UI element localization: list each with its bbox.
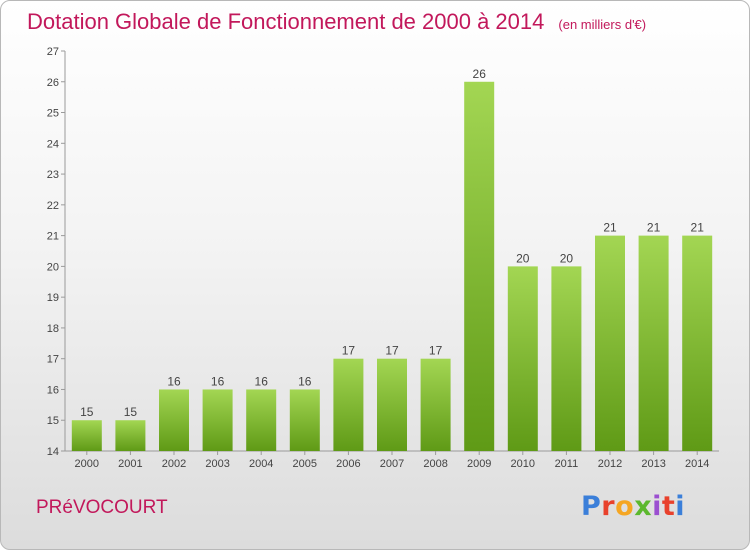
x-tick-label: 2013 [641,458,665,470]
bar-2012 [595,235,625,451]
data-label: 15 [80,405,94,419]
data-label: 21 [647,221,661,235]
data-label: 15 [124,405,138,419]
x-tick-label: 2009 [467,458,491,470]
x-tick-label: 2001 [118,458,142,470]
y-tick-label: 22 [47,200,59,212]
data-label: 16 [255,374,269,388]
x-tick-label: 2007 [380,458,404,470]
x-tick-label: 2004 [249,458,273,470]
logo-letter: P [581,491,602,522]
bars: 15 15 16 16 16 16 17 17 17 26 20 20 21 21 21 [71,67,713,452]
bar-2005 [289,389,320,451]
commune-name: PRéVOCOURT [36,497,168,518]
y-tick-label: 20 [47,261,59,273]
bar-2003 [202,389,233,451]
y-tick-label: 27 [47,46,59,58]
bar-2004 [246,389,277,451]
x-tick-label: 2005 [293,458,317,470]
data-label: 16 [298,374,312,388]
axes: 14 15 16 17 18 19 20 21 22 23 24 25 26 27 2000 2001 2002… [47,46,719,470]
x-tick-label: 2002 [162,458,186,470]
data-label: 17 [429,344,443,358]
bar-2007 [377,358,407,451]
data-label: 26 [473,67,487,81]
x-tick-label: 2000 [75,458,99,470]
bar-2000 [71,420,102,451]
x-tick-label: 2011 [555,458,579,470]
chart-title-text: Dotation Globale de Fonctionnement de 20… [27,9,545,34]
data-label: 21 [603,221,617,235]
data-label: 20 [560,251,574,265]
y-tick-label: 14 [47,446,59,458]
x-tick-label: 2003 [205,458,229,470]
y-tick-label: 23 [47,169,59,181]
data-label: 17 [385,344,399,358]
bar-2006 [333,358,364,451]
logo-letter: i [675,491,686,522]
logo-letter: t [661,491,676,522]
chart-title: Dotation Globale de Fonctionnement de 20… [27,9,646,35]
y-tick-label: 19 [47,292,59,304]
y-tick-label: 18 [47,323,59,335]
bar-2009 [464,81,495,452]
logo-letter: o [615,491,635,522]
y-tick-label: 24 [47,138,59,150]
y-tick-label: 21 [47,231,59,243]
data-label: 21 [691,221,705,235]
y-tick-label: 25 [47,108,59,120]
x-tick-label: 2010 [511,458,535,470]
logo-letter: r [601,491,616,522]
chart-subtitle: (en milliers d'€) [558,17,647,32]
data-label: 16 [167,374,181,388]
bar-2008 [420,358,451,451]
bar-2001 [115,420,146,451]
bar-2010 [507,266,538,451]
x-tick-label: 2008 [423,458,447,470]
y-tick-label: 16 [47,384,59,396]
bar-2011 [551,266,582,451]
data-label: 20 [516,251,530,265]
logo-letter: x [634,491,653,522]
bar-2014 [682,235,713,451]
data-label: 16 [211,374,225,388]
logo-letter: i [652,491,662,522]
x-tick-label: 2012 [598,458,622,470]
x-tick-label: 2014 [685,458,709,470]
bar-2002 [159,389,189,451]
y-tick-label: 17 [47,354,59,366]
x-tick-label: 2006 [336,458,360,470]
bar-2013 [638,235,669,451]
proxiti-logo: Proxiti [581,491,685,522]
data-label: 17 [342,344,356,358]
y-tick-label: 15 [47,415,59,427]
y-tick-label: 26 [47,77,59,89]
